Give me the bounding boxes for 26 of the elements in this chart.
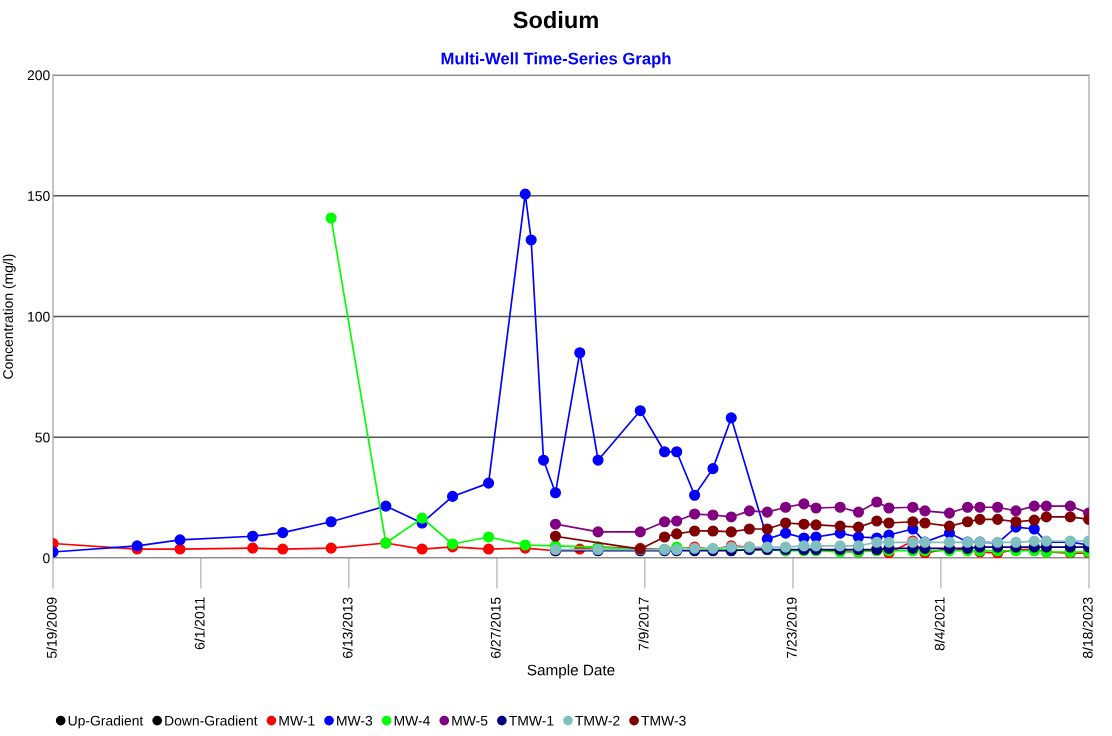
x-tick-label: 6/1/2011: [194, 597, 205, 650]
chart-title: Sodium: [513, 11, 598, 29]
x-tick-label: 7/9/2017: [638, 597, 649, 651]
y-tick-label: 100: [28, 311, 50, 322]
legend-label: MW-4: [394, 715, 430, 726]
x-tick-label: 5/19/2009: [46, 597, 57, 659]
legend-label: MW-3: [337, 715, 373, 726]
x-axis-title: Sample Date: [527, 664, 615, 679]
y-tick-label: 0: [43, 553, 50, 564]
legend-label: MW-1: [279, 715, 315, 726]
y-axis-title: Concentration (mg/l): [2, 254, 16, 379]
x-tick-label: 8/18/2023: [1082, 597, 1093, 659]
legend-label: TMW-3: [641, 715, 686, 726]
y-tick-label: 150: [28, 191, 50, 201]
legend-label: TMW-2: [575, 715, 620, 726]
x-tick-label: 6/13/2013: [342, 597, 353, 658]
x-tick-label: 8/4/2021: [934, 597, 945, 651]
y-tick-label: 200: [27, 70, 50, 81]
legend-label: Up-Gradient: [68, 715, 144, 729]
y-tick-label: 50: [35, 432, 50, 443]
legend-label: Down-Gradient: [165, 715, 258, 726]
legend-label: MW-5: [452, 715, 488, 726]
chart-subtitle: Multi-Well Time-Series Graph: [441, 52, 671, 68]
x-tick-label: 7/23/2019: [786, 597, 797, 658]
legend-label: TMW-1: [509, 715, 554, 726]
x-tick-label: 6/27/2015: [490, 597, 501, 658]
